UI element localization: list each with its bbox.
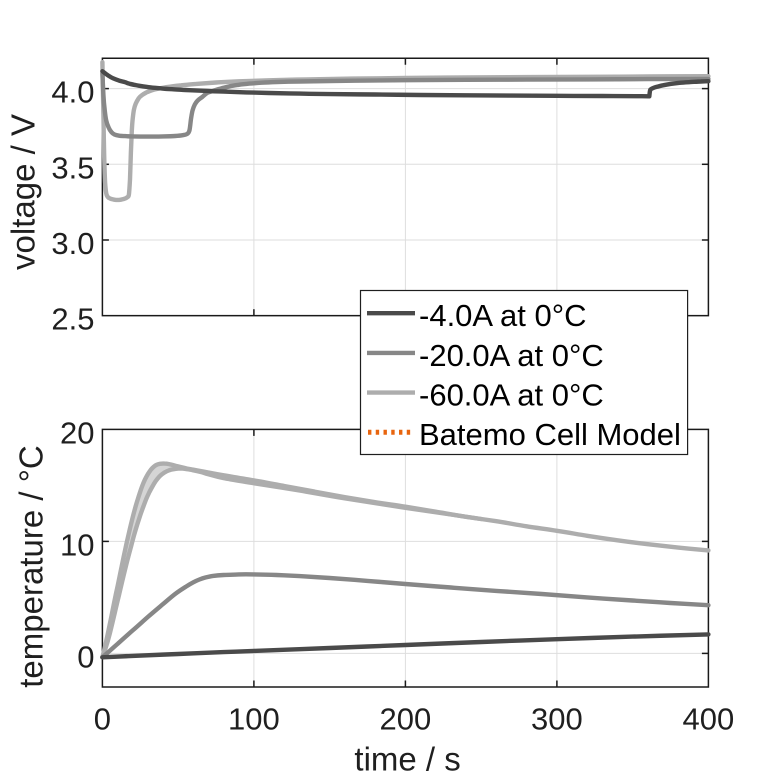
svg-text:-20.0A at 0°C: -20.0A at 0°C [419,338,604,373]
svg-text:-4.0A at 0°C: -4.0A at 0°C [419,298,587,333]
svg-text:temperature / °C: temperature / °C [13,445,50,687]
svg-text:3.5: 3.5 [51,150,94,185]
svg-text:0: 0 [77,639,94,674]
svg-text:0: 0 [94,702,111,737]
svg-text:20: 20 [60,415,94,450]
svg-text:time / s: time / s [354,741,460,778]
svg-text:100: 100 [228,702,280,737]
svg-text:-60.0A at 0°C: -60.0A at 0°C [419,378,604,413]
svg-text:voltage / V: voltage / V [4,114,41,270]
svg-text:Batemo Cell Model: Batemo Cell Model [419,417,681,452]
svg-text:3.0: 3.0 [51,226,94,261]
svg-text:300: 300 [531,702,583,737]
svg-text:4.0: 4.0 [51,75,94,110]
svg-text:2.5: 2.5 [51,302,94,337]
svg-text:10: 10 [60,527,94,562]
svg-text:200: 200 [380,702,432,737]
svg-text:400: 400 [683,702,735,737]
